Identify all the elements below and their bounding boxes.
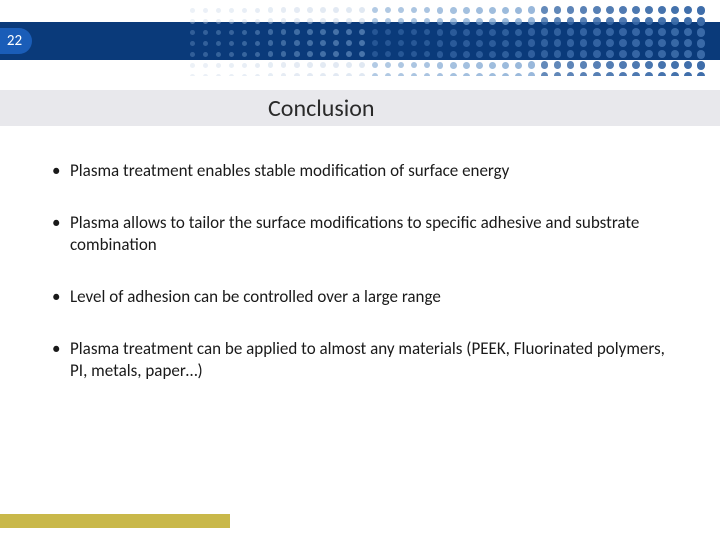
content-area: Plasma treatment enables stable modifica… [48, 160, 668, 413]
bullet-text: Level of adhesion can be controlled over… [70, 286, 441, 307]
bullet-text: Plasma treatment can be applied to almos… [70, 338, 665, 381]
bullet-text: Plasma allows to tailor the surface modi… [70, 212, 639, 255]
title-band: Conclusion [0, 90, 720, 126]
bullet-item: Plasma treatment enables stable modifica… [48, 160, 668, 182]
bullet-item: Level of adhesion can be controlled over… [48, 286, 668, 308]
slide-title: Conclusion [268, 94, 375, 123]
bullet-item: Plasma treatment can be applied to almos… [48, 338, 668, 382]
page-number-badge: 22 [0, 28, 32, 54]
footer-accent-bar [0, 514, 230, 528]
bullet-text: Plasma treatment enables stable modifica… [70, 160, 509, 181]
bullet-item: Plasma allows to tailor the surface modi… [48, 212, 668, 256]
header-dot-pattern [190, 0, 720, 76]
page-number: 22 [7, 32, 22, 50]
